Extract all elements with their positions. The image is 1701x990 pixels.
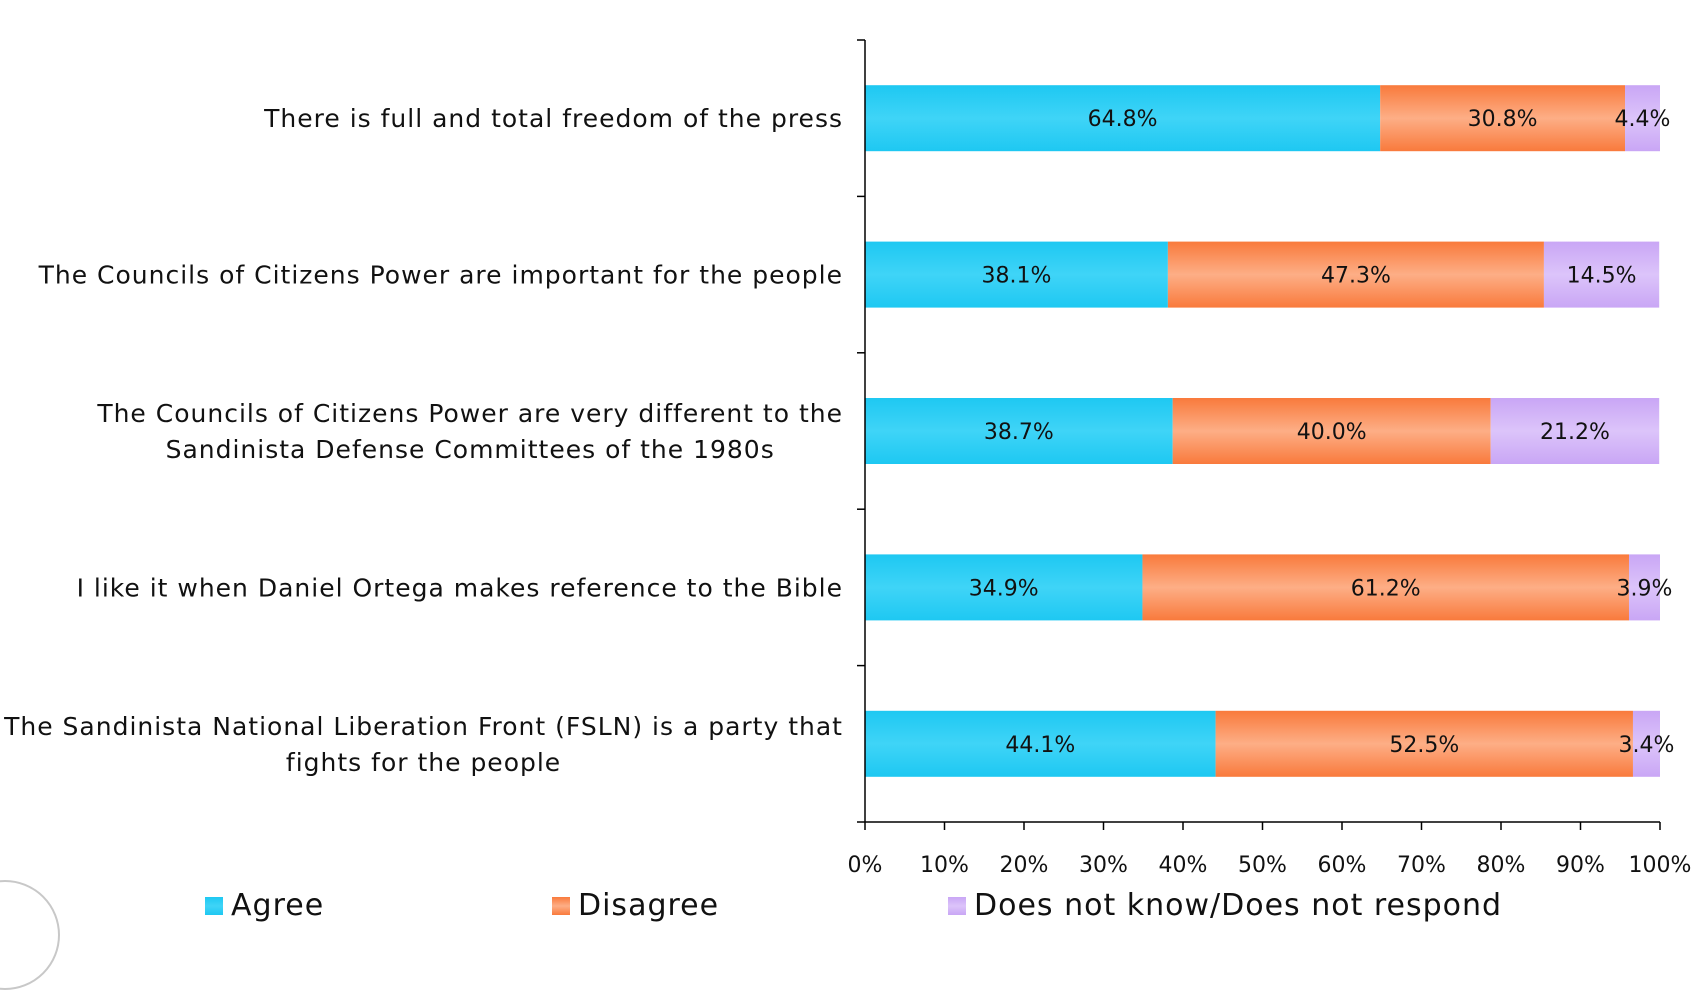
data-label: 14.5% (1567, 264, 1637, 289)
data-label: 34.9% (969, 576, 1039, 601)
x-tick-label: 40% (1159, 853, 1208, 878)
category-label: The Councils of Citizens Power are very … (96, 399, 843, 464)
bar-does-not-know-does-not-respond-1 (1543, 241, 1660, 308)
data-label: 61.2% (1351, 576, 1421, 601)
data-label: 64.8% (1088, 107, 1158, 132)
x-tick-label: 60% (1318, 853, 1367, 878)
labels-layer: 64.8% 30.8% 4.4% There is full and total fr… (3, 104, 1691, 878)
bar-agree-3 (865, 554, 1143, 621)
x-tick-label: 50% (1238, 853, 1287, 878)
x-tick-label: 10% (920, 853, 969, 878)
data-label: 4.4% (1615, 107, 1671, 132)
x-tick-label: 80% (1477, 853, 1526, 878)
data-label: 38.1% (982, 264, 1052, 289)
legend-swatch-disagree (552, 896, 570, 915)
category-label: The Sandinista National Liberation Front… (3, 712, 843, 777)
bar-disagree-2 (1172, 398, 1491, 464)
legend-swatch-does-not-know (948, 896, 966, 915)
x-tick-label: 70% (1397, 853, 1446, 878)
legend-item-agree: Agree (205, 888, 324, 923)
bar-agree-4 (865, 710, 1216, 777)
legend-item-does-not-know: Does not know/Does not respond (948, 888, 1502, 923)
bar-agree-2 (865, 398, 1173, 464)
category-label: I like it when Daniel Ortega makes refer… (77, 573, 843, 602)
bar-agree-0 (865, 85, 1381, 152)
data-label: 52.5% (1389, 733, 1459, 758)
data-label: 30.8% (1468, 107, 1538, 132)
bar-agree-1 (865, 241, 1168, 308)
legend-swatch-agree (205, 896, 223, 915)
bar-does-not-know-does-not-respond-2 (1490, 398, 1660, 464)
legend-label-disagree: Disagree (578, 888, 720, 923)
axes (857, 39, 1661, 830)
stacked-bar-chart: 64.8% 30.8% 4.4% There is full and total fr… (3, 39, 1691, 878)
x-tick-label: 20% (1000, 853, 1049, 878)
category-label: The Councils of Citizens Power are impor… (38, 261, 843, 290)
data-label: 21.2% (1540, 420, 1610, 445)
bar-disagree-0 (1380, 85, 1626, 152)
bar-disagree-1 (1167, 241, 1544, 308)
bar-does-not-know-does-not-respond-3 (1628, 554, 1660, 621)
data-label: 38.7% (984, 420, 1054, 445)
x-tick-label: 100% (1629, 853, 1692, 878)
x-tick-label: 90% (1556, 853, 1605, 878)
category-label: There is full and total freedom of the p… (263, 104, 843, 133)
data-label: 40.0% (1297, 420, 1367, 445)
legend-label-does-not-know: Does not know/Does not respond (974, 888, 1503, 923)
data-label: 3.9% (1617, 576, 1673, 601)
x-tick-label: 0% (848, 853, 883, 878)
data-label: 3.4% (1619, 733, 1675, 758)
bar-does-not-know-does-not-respond-4 (1632, 710, 1660, 777)
data-label: 47.3% (1321, 264, 1391, 289)
x-tick-label: 30% (1079, 853, 1128, 878)
legend-item-disagree: Disagree (552, 888, 719, 923)
legend: Agree Disagree Does not know/Does not re… (0, 888, 1701, 932)
legend-label-agree: Agree (231, 888, 325, 923)
bar-does-not-know-does-not-respond-0 (1625, 85, 1660, 152)
bar-disagree-4 (1215, 710, 1633, 777)
data-label: 44.1% (1005, 733, 1075, 758)
bar-disagree-3 (1142, 554, 1629, 621)
bars-layer (865, 85, 1660, 777)
